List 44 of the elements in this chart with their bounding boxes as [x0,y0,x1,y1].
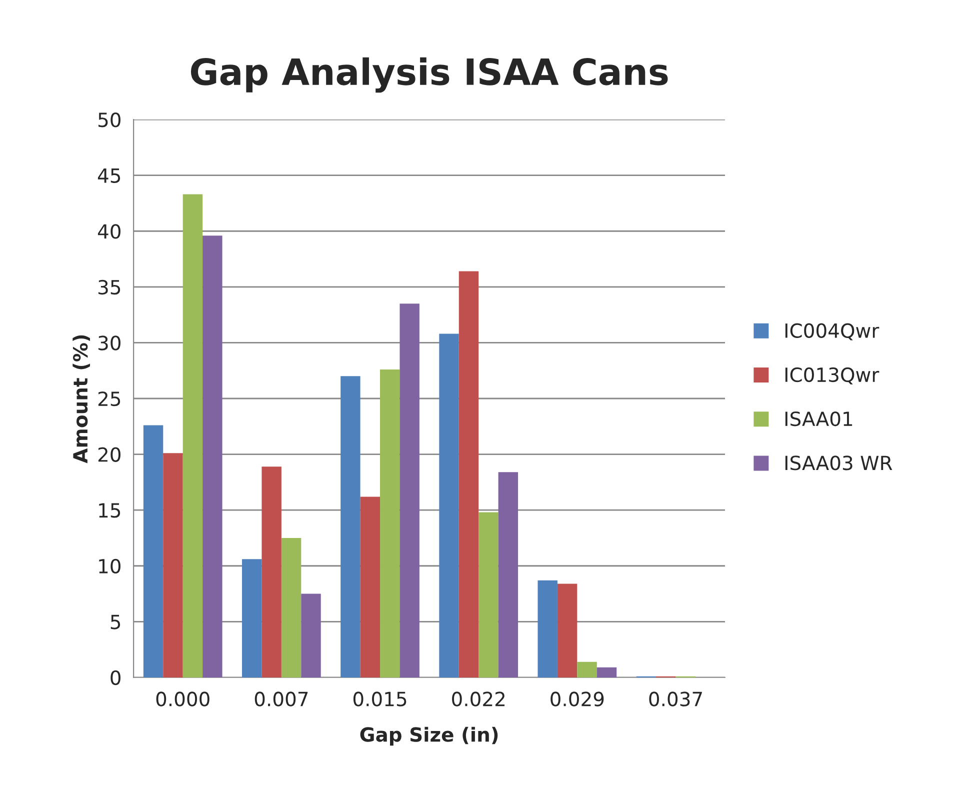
y-tick-label: 20 [98,447,120,462]
y-tick-label: 50 [98,112,120,128]
x-axis-title: Gap Size (in) [360,726,498,746]
bar [163,453,183,678]
bar [577,662,597,678]
bar [360,496,380,678]
y-tick-label: 15 [99,503,120,518]
y-tick-label: 45 [98,168,120,184]
bar [242,559,262,678]
bar [458,271,479,678]
x-tick-label: 0.037 [649,692,702,706]
bar [439,334,459,678]
bar [498,472,518,678]
y-tick-label: 0 [110,670,120,686]
bar [202,236,222,678]
bar [301,594,321,678]
y-axis-title: Amount (%) [72,335,90,464]
bar [143,425,164,678]
y-tick-label: 40 [98,224,120,239]
y-tick-label: 5 [110,614,120,630]
bar [400,304,420,678]
bar [557,584,578,678]
bar [380,369,400,678]
bar [262,466,282,678]
x-tick-label: 0.000 [156,692,210,706]
x-tick-label: 0.007 [254,692,308,706]
y-tick-label: 30 [98,336,120,350]
legend-label: IC013Qwr [785,367,880,384]
legend-label: ISAA01 [785,411,852,426]
legend-label: IC004Qwr [785,323,880,340]
x-tick-label: 0.015 [353,692,406,706]
bar [281,538,302,678]
bar [340,376,360,678]
bar [478,512,498,678]
y-tick-label: 25 [98,391,120,406]
y-tick-label: 10 [99,558,120,574]
x-tick-label: 0.022 [452,692,504,706]
x-tick-label: 0.029 [550,692,604,706]
bar [596,667,617,678]
chart-title: Gap Analysis ISAA Cans [190,57,668,93]
bar [182,194,203,678]
legend-label: ISAA03 WR [785,456,892,470]
bar [538,580,558,678]
y-tick-label: 35 [98,280,120,295]
